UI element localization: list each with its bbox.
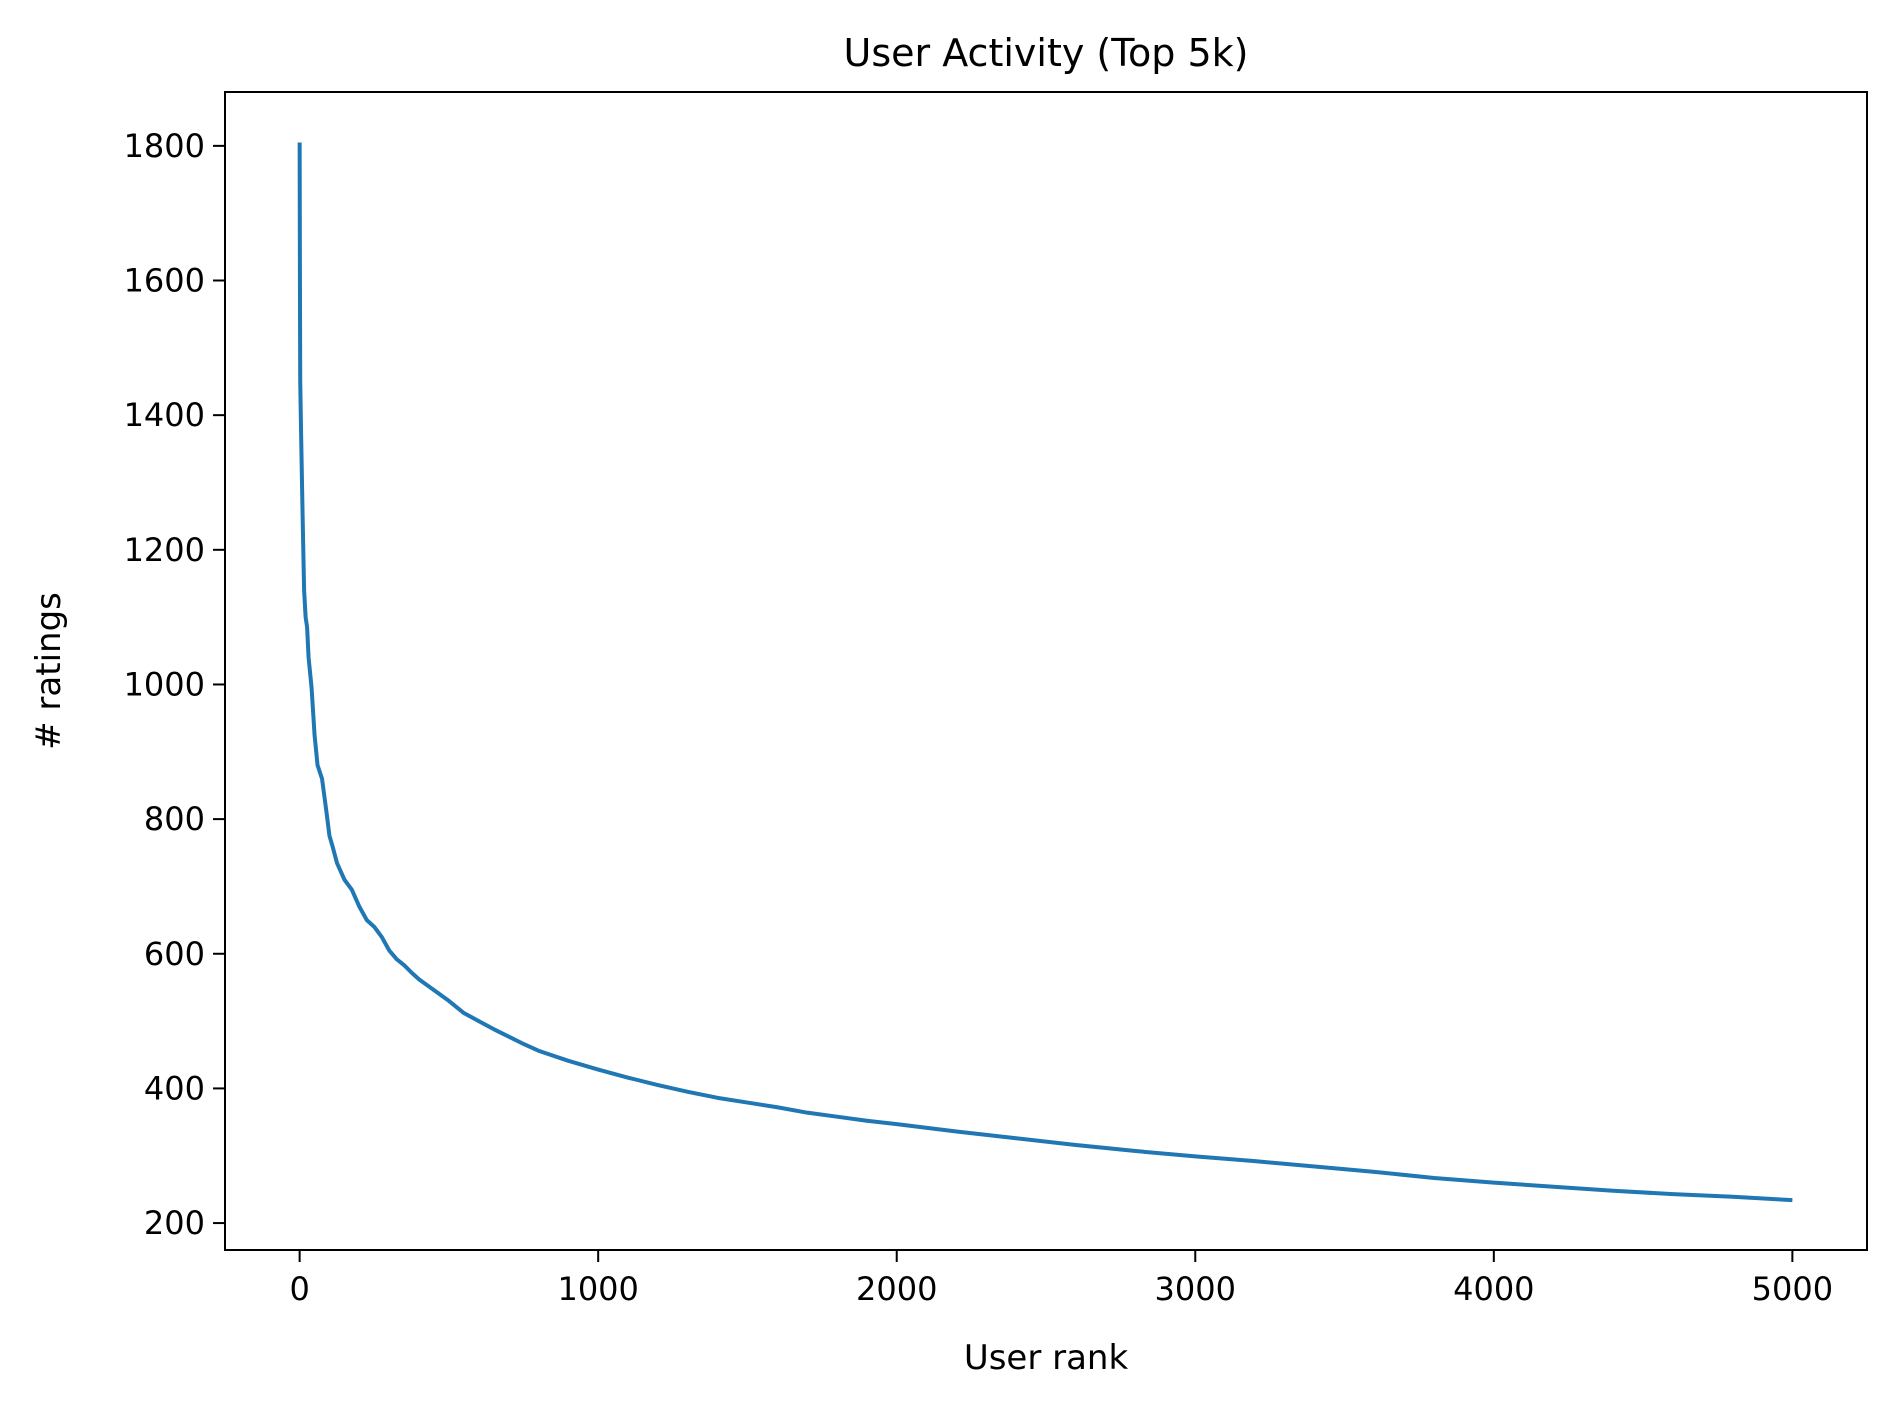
y-tick-label: 200 xyxy=(144,1204,205,1242)
y-tick-label: 400 xyxy=(144,1069,205,1107)
tick-layer: 0 1000 2000 3000 4000 5000 200 400 600 800 1000 120… xyxy=(124,127,1834,1308)
chart-title: User Activity (Top 5k) xyxy=(844,31,1249,75)
y-tick-label: 600 xyxy=(144,935,205,973)
series-layer xyxy=(297,142,1793,1203)
y-axis-label: # ratings xyxy=(29,592,69,750)
x-tick-label: 4000 xyxy=(1453,1270,1534,1308)
x-tick-label: 3000 xyxy=(1155,1270,1236,1308)
y-tick-label: 1200 xyxy=(124,531,205,569)
y-tick-label: 1800 xyxy=(124,127,205,165)
x-tick-label: 2000 xyxy=(856,1270,937,1308)
y-tick-label: 1000 xyxy=(124,665,205,703)
x-tick-label: 0 xyxy=(289,1270,309,1308)
y-tick-label: 1400 xyxy=(124,396,205,434)
x-tick-label: 1000 xyxy=(557,1270,638,1308)
y-tick-label: 800 xyxy=(144,800,205,838)
series-line xyxy=(297,142,1793,1203)
x-tick-label: 5000 xyxy=(1752,1270,1833,1308)
plot-frame xyxy=(224,91,1868,1251)
x-axis-label: User rank xyxy=(964,1338,1129,1378)
y-tick-label: 1600 xyxy=(124,262,205,300)
